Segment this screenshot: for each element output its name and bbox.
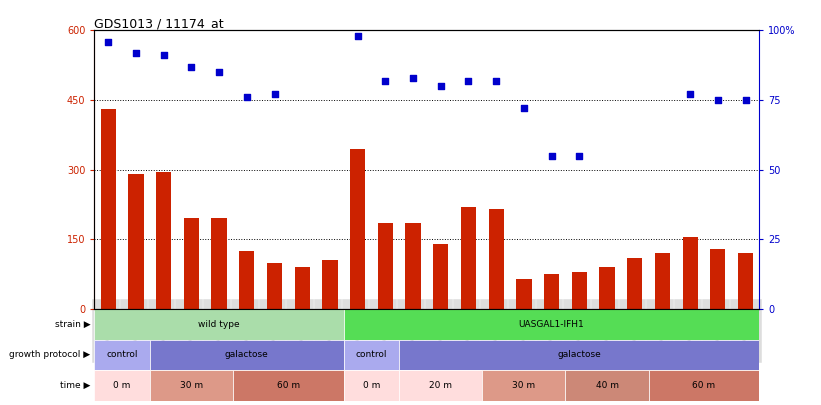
Text: galactose: galactose bbox=[557, 350, 601, 360]
Point bbox=[517, 105, 530, 112]
Point bbox=[185, 63, 198, 70]
Point bbox=[711, 97, 724, 103]
Point bbox=[545, 153, 558, 159]
Bar bbox=[516, 279, 531, 309]
Text: control: control bbox=[107, 350, 138, 360]
Point bbox=[268, 91, 281, 98]
Point bbox=[406, 75, 420, 81]
Bar bbox=[738, 253, 753, 309]
Point bbox=[102, 38, 115, 45]
Bar bbox=[399, 340, 759, 370]
Bar bbox=[566, 370, 649, 401]
Bar bbox=[323, 260, 337, 309]
Bar bbox=[184, 218, 199, 309]
Text: galactose: galactose bbox=[225, 350, 268, 360]
Point bbox=[157, 52, 170, 59]
Text: 40 m: 40 m bbox=[595, 381, 618, 390]
Bar bbox=[571, 272, 587, 309]
Bar bbox=[233, 370, 344, 401]
Text: UASGAL1-IFH1: UASGAL1-IFH1 bbox=[519, 320, 585, 329]
Bar bbox=[239, 251, 255, 309]
Bar bbox=[267, 262, 282, 309]
Bar bbox=[156, 172, 172, 309]
Point bbox=[739, 97, 752, 103]
Bar bbox=[344, 370, 399, 401]
Bar bbox=[655, 253, 670, 309]
Bar bbox=[150, 340, 344, 370]
Bar bbox=[150, 370, 233, 401]
Point bbox=[684, 91, 697, 98]
Text: growth protocol ▶: growth protocol ▶ bbox=[9, 350, 90, 360]
Bar bbox=[544, 274, 559, 309]
Text: 20 m: 20 m bbox=[429, 381, 452, 390]
Bar bbox=[406, 223, 420, 309]
Bar bbox=[399, 370, 483, 401]
Point bbox=[213, 69, 226, 75]
Point bbox=[351, 33, 365, 39]
Bar bbox=[344, 309, 759, 340]
Point bbox=[434, 83, 447, 90]
Text: control: control bbox=[355, 350, 388, 360]
Bar bbox=[378, 223, 393, 309]
Text: 60 m: 60 m bbox=[692, 381, 716, 390]
Bar bbox=[344, 340, 399, 370]
Point bbox=[241, 94, 254, 100]
Text: GDS1013 / 11174_at: GDS1013 / 11174_at bbox=[94, 17, 224, 30]
Bar bbox=[483, 370, 566, 401]
Bar bbox=[710, 249, 726, 309]
Bar bbox=[433, 244, 448, 309]
Bar bbox=[128, 174, 144, 309]
Bar bbox=[295, 267, 310, 309]
Text: 30 m: 30 m bbox=[180, 381, 203, 390]
Bar bbox=[649, 370, 759, 401]
Bar bbox=[94, 340, 150, 370]
Point bbox=[130, 49, 143, 56]
Point bbox=[489, 77, 502, 84]
Text: strain ▶: strain ▶ bbox=[55, 320, 90, 329]
Text: 0 m: 0 m bbox=[363, 381, 380, 390]
Bar bbox=[94, 309, 344, 340]
Bar bbox=[94, 370, 150, 401]
Text: 0 m: 0 m bbox=[113, 381, 131, 390]
Bar bbox=[101, 109, 116, 309]
Bar bbox=[682, 237, 698, 309]
Bar bbox=[488, 209, 504, 309]
Point bbox=[573, 153, 586, 159]
Bar bbox=[599, 267, 615, 309]
Text: wild type: wild type bbox=[199, 320, 240, 329]
Bar bbox=[461, 207, 476, 309]
Bar bbox=[212, 218, 227, 309]
Text: time ▶: time ▶ bbox=[60, 381, 90, 390]
Text: 30 m: 30 m bbox=[512, 381, 535, 390]
Bar bbox=[350, 149, 365, 309]
Text: 60 m: 60 m bbox=[277, 381, 300, 390]
Point bbox=[462, 77, 475, 84]
Bar bbox=[627, 258, 642, 309]
Point bbox=[378, 77, 392, 84]
